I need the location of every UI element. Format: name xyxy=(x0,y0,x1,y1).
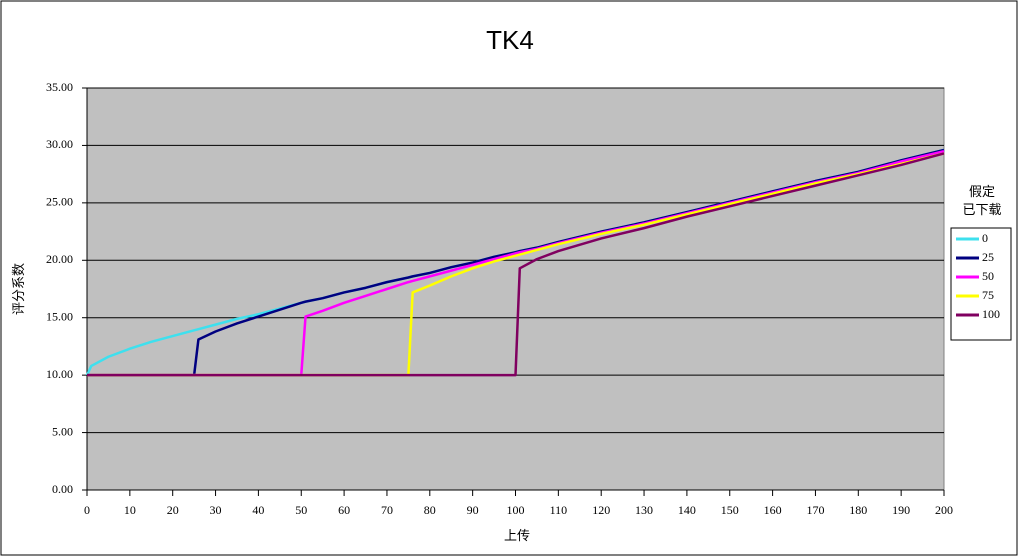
x-tick-label: 160 xyxy=(764,503,782,517)
x-tick-label: 60 xyxy=(338,503,350,517)
x-tick-label: 100 xyxy=(507,503,525,517)
x-tick-label: 40 xyxy=(252,503,264,517)
y-axis-label: 评分系数 xyxy=(11,263,26,315)
y-tick-label: 25.00 xyxy=(46,195,73,209)
y-tick-label: 20.00 xyxy=(46,252,73,266)
legend-label: 25 xyxy=(982,250,994,264)
legend-label: 100 xyxy=(982,307,1000,321)
x-tick-label: 80 xyxy=(424,503,436,517)
x-tick-label: 0 xyxy=(84,503,90,517)
x-tick-label: 120 xyxy=(592,503,610,517)
x-tick-label: 180 xyxy=(849,503,867,517)
x-tick-label: 20 xyxy=(167,503,179,517)
series-line xyxy=(87,152,945,377)
x-tick-label: 130 xyxy=(635,503,653,517)
x-tick-label: 10 xyxy=(124,503,136,517)
x-tick-label: 140 xyxy=(678,503,696,517)
legend-label: 0 xyxy=(982,231,988,245)
chart-title: TK4 xyxy=(486,25,534,55)
legend-box xyxy=(950,227,1012,341)
y-tick-label: 15.00 xyxy=(46,309,73,323)
plot-area xyxy=(86,87,945,491)
x-tick-label: 30 xyxy=(210,503,222,517)
x-tick-label: 90 xyxy=(467,503,479,517)
legend-title: 假定 xyxy=(969,184,995,199)
x-tick-label: 150 xyxy=(721,503,739,517)
x-tick-label: 170 xyxy=(806,503,824,517)
legend-label: 50 xyxy=(982,269,994,283)
x-tick-label: 50 xyxy=(295,503,307,517)
y-tick-label: 5.00 xyxy=(52,424,73,438)
y-tick-label: 35.00 xyxy=(46,80,73,94)
y-tick-label: 30.00 xyxy=(46,137,73,151)
legend-label: 75 xyxy=(982,288,994,302)
x-tick-label: 200 xyxy=(935,503,953,517)
x-tick-label: 110 xyxy=(550,503,568,517)
legend-title: 已下载 xyxy=(962,202,1001,217)
y-tick-label: 10.00 xyxy=(46,367,73,381)
x-axis-label: 上传 xyxy=(504,528,530,543)
x-tick-label: 70 xyxy=(381,503,393,517)
x-tick-label: 190 xyxy=(892,503,910,517)
y-tick-label: 0.00 xyxy=(52,482,73,496)
